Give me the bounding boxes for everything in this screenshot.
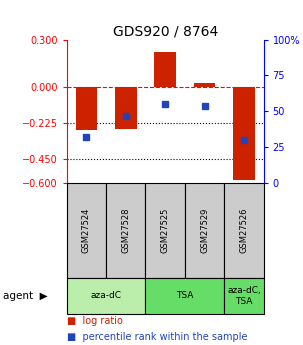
Text: GSM27526: GSM27526 [239, 208, 248, 253]
Text: ■  log ratio: ■ log ratio [67, 316, 122, 326]
Text: GSM27528: GSM27528 [121, 208, 130, 253]
Bar [185, 183, 224, 278]
Bar [233, 87, 255, 180]
Bar [67, 278, 145, 314]
Bar [67, 183, 106, 278]
Bar [115, 87, 137, 129]
Bar [224, 183, 264, 278]
Text: ■  percentile rank within the sample: ■ percentile rank within the sample [67, 332, 247, 342]
Title: GDS920 / 8764: GDS920 / 8764 [112, 24, 218, 39]
Bar [145, 278, 224, 314]
Text: TSA: TSA [176, 291, 194, 300]
Text: GSM27529: GSM27529 [200, 208, 209, 253]
Text: GSM27524: GSM27524 [82, 208, 91, 253]
Bar [194, 83, 215, 87]
Text: aza-dC: aza-dC [91, 291, 122, 300]
Bar [75, 87, 97, 130]
Text: agent  ▶: agent ▶ [3, 291, 48, 301]
Bar [106, 183, 145, 278]
Bar [145, 183, 185, 278]
Text: GSM27525: GSM27525 [161, 208, 170, 253]
Bar [154, 52, 176, 87]
Bar [224, 278, 264, 314]
Text: aza-dC,
TSA: aza-dC, TSA [227, 286, 261, 306]
